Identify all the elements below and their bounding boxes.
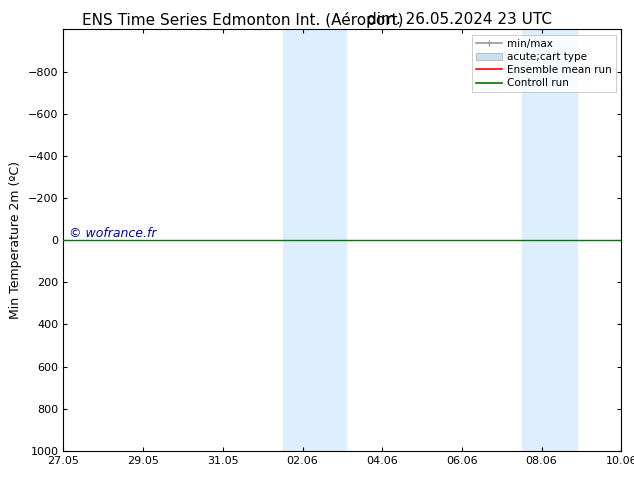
Text: ENS Time Series Edmonton Int. (Aéroport): ENS Time Series Edmonton Int. (Aéroport) <box>82 12 404 28</box>
Text: dim. 26.05.2024 23 UTC: dim. 26.05.2024 23 UTC <box>366 12 552 27</box>
Y-axis label: Min Temperature 2m (ºC): Min Temperature 2m (ºC) <box>10 161 22 319</box>
Bar <box>522 29 578 451</box>
Bar <box>283 29 346 451</box>
Text: © wofrance.fr: © wofrance.fr <box>69 227 157 240</box>
Legend: min/max, acute;cart type, Ensemble mean run, Controll run: min/max, acute;cart type, Ensemble mean … <box>472 35 616 92</box>
